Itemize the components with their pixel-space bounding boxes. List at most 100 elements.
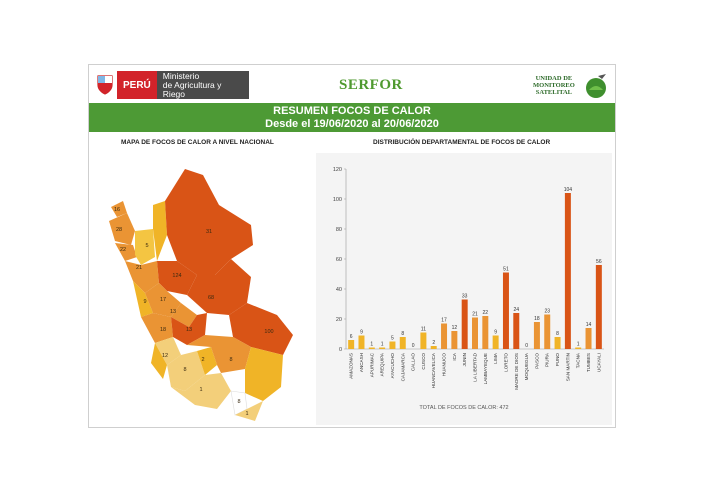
map-label: 1 [245,411,248,417]
map-title: MAPA DE FOCOS DE CALOR A NIVEL NACIONAL [121,139,274,146]
map-label: 21 [136,265,142,271]
coat-of-arms-icon [93,71,117,99]
region-lima [141,313,173,343]
bar-value-label: 6 [350,334,353,340]
bar-value-label: 22 [483,310,489,316]
map-label: 124 [172,273,181,279]
bar [533,322,540,349]
bar-value-label: 33 [462,294,468,300]
bar [513,313,520,349]
region-tacna [235,401,263,421]
x-tick-label: LIMA [493,352,498,364]
ministry-line1: Ministerio [162,70,200,81]
y-tick-label: 0 [339,347,342,353]
map-label: 8 [229,357,232,363]
bar-value-label: 51 [503,267,509,273]
bar [585,328,592,349]
x-tick-label: CALLAO [411,353,416,372]
bar-value-label: 0 [525,343,528,349]
region-apurimac [197,347,217,375]
bar-value-label: 1 [381,342,384,348]
bar-value-label: 9 [494,330,497,336]
region-san-martin [157,261,197,295]
map-label: 100 [264,329,273,335]
unit-line1: UNIDAD DE [535,75,573,82]
x-tick-label: AREQUIPA [380,352,385,376]
report-frame: PERÚ Ministerio de Agricultura y Riego S… [88,64,616,428]
map-label: 2 [201,357,204,363]
x-tick-label: CAJAMARCA [400,352,405,381]
region-ancash [133,281,153,317]
y-tick-label: 40 [336,287,342,293]
x-tick-label: MADRE DE DIOS [514,353,519,390]
x-tick-label: PUNO [555,353,560,367]
bar-value-label: 18 [534,316,540,322]
x-tick-label: MOQUEGUA [524,352,529,380]
bar-value-label: 0 [412,343,415,349]
banner-subtitle: Desde el 19/06/2020 al 20/06/2020 [265,118,439,130]
bar-value-label: 5 [391,336,394,342]
bar-value-label: 104 [564,187,573,193]
bar [379,347,386,349]
bar-value-label: 17 [441,318,447,324]
bar [564,193,571,349]
x-tick-label: LAMBAYEQUE [483,353,488,384]
x-tick-label: PIURA [545,352,550,367]
region-ica [151,343,167,379]
y-tick-label: 120 [333,167,342,173]
bar-value-label: 56 [596,259,602,265]
serfor-logo: SERFOR [339,77,403,93]
map-label: 68 [208,295,214,301]
region-pasco [171,303,197,327]
region-huancavelica [155,337,181,365]
bar-value-label: 12 [452,325,458,331]
x-tick-label: ICA [452,352,457,361]
x-tick-label: LORETO [503,353,508,372]
total-label: TOTAL DE FOCOS DE CALOR: 472 [419,405,509,411]
y-tick-label: 60 [336,257,342,263]
bar [389,341,396,349]
bar [430,346,437,349]
region-ayacucho [167,351,205,391]
y-tick-label: 100 [333,197,342,203]
map-label: 16 [114,207,120,213]
bar [575,347,582,349]
region-tumbes [111,201,127,217]
map-label: 5 [145,243,148,249]
x-tick-label: ANCASH [359,353,364,372]
ministry-name: Ministerio de Agricultura y Riego [156,70,249,99]
bar-value-label: 1 [370,342,373,348]
region-arequipa [171,373,231,409]
map-label: 18 [160,327,166,333]
bar [358,335,365,349]
ministry-logo: PERÚ Ministerio de Agricultura y Riego [93,71,249,99]
x-tick-label: AMAZONAS [349,353,354,379]
bar [399,337,406,349]
unit-name: UNIDAD DE MONITOREO SATELITAL [533,75,575,96]
bar [595,265,602,349]
x-tick-label: PASCO [534,353,539,369]
bar-value-label: 8 [556,331,559,337]
y-tick-label: 20 [336,317,342,323]
x-tick-label: SAN MARTIN [565,353,570,381]
x-tick-label: JUNIN [462,353,467,367]
bar [544,314,551,349]
x-tick-label: TUMBES [586,353,591,372]
bar-value-label: 2 [432,340,435,346]
bar [461,299,468,349]
map-label: 17 [160,297,166,303]
unit-line2: MONITOREO [533,82,575,89]
region-huanuco [145,283,181,317]
title-banner: RESUMEN FOCOS DE CALOR Desde el 19/06/20… [89,103,615,132]
region-madre-de-dios [229,303,293,355]
region-la-libertad [125,261,159,293]
ministry-line2: de Agricultura y Riego [162,79,222,99]
bar [348,340,355,349]
region-amazonas [153,201,167,261]
region-junin [171,313,207,345]
bar [502,272,509,349]
map-label: 13 [170,309,176,315]
x-tick-label: APURIMAC [369,352,374,377]
bar [554,337,561,349]
